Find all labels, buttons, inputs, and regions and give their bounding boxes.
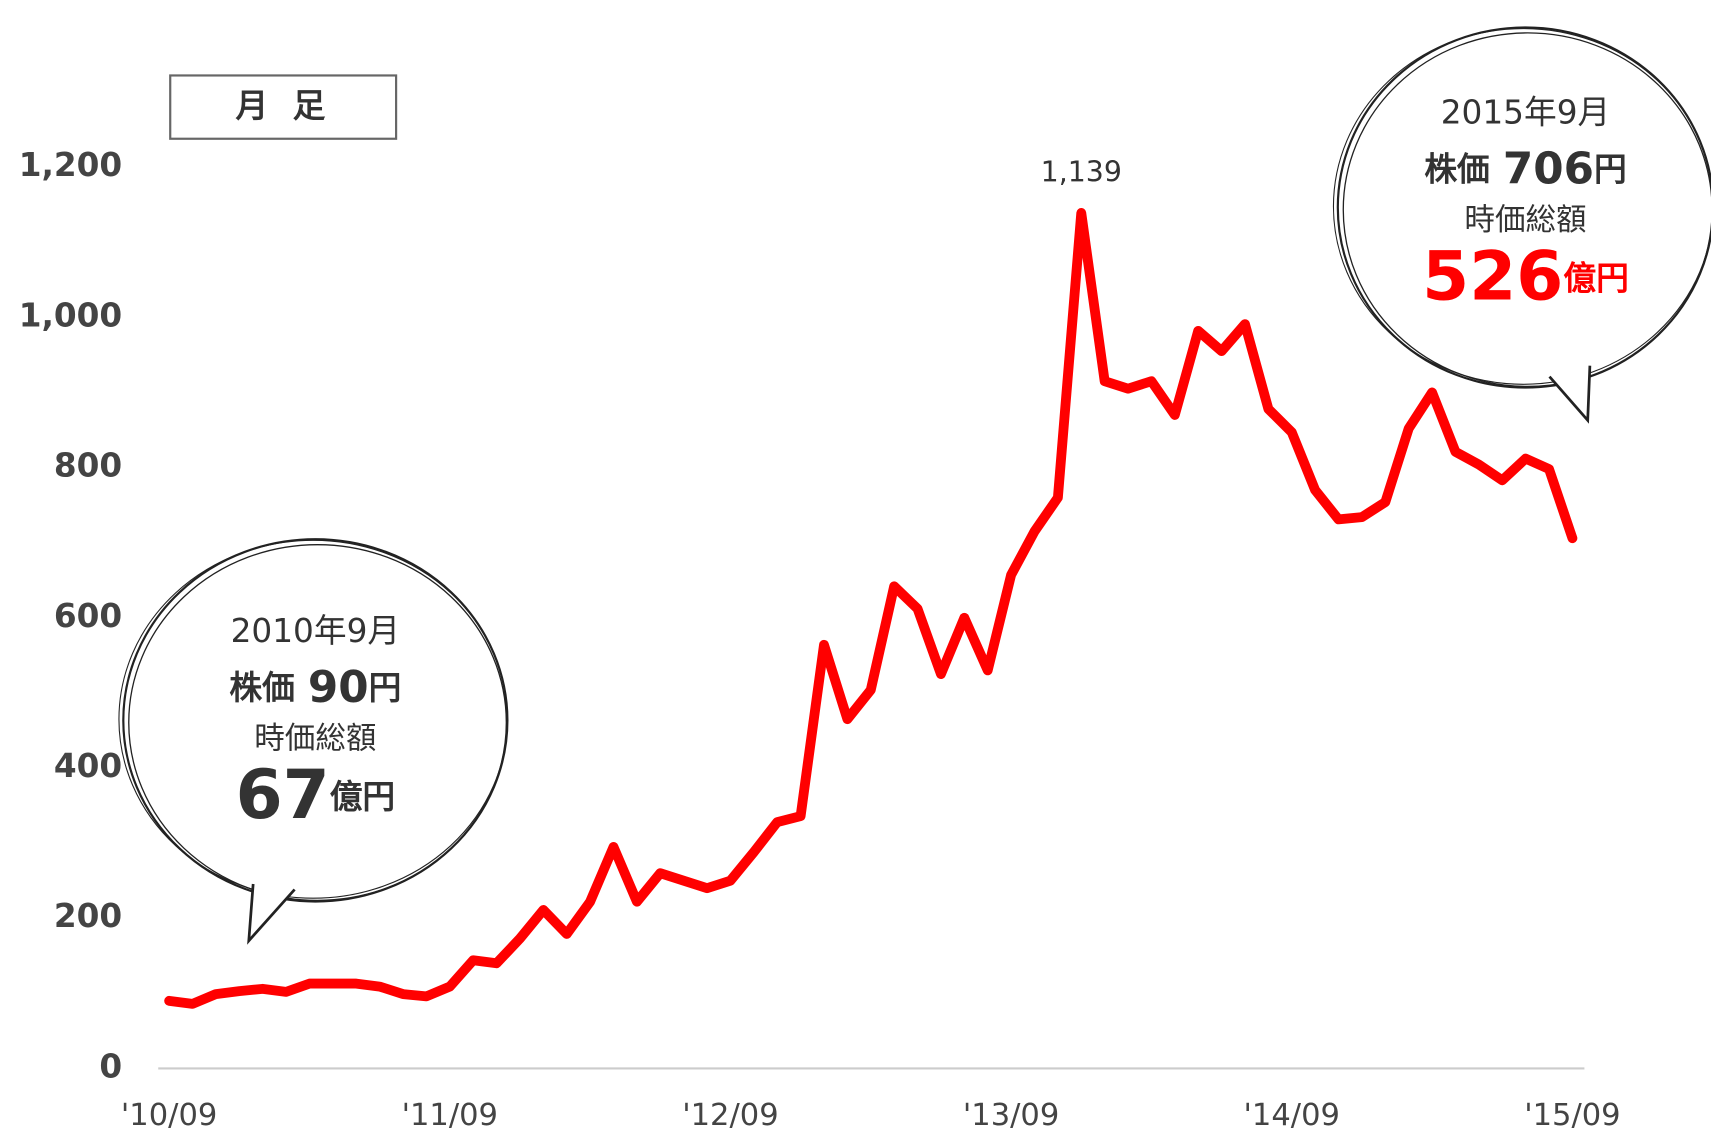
data-line [164, 208, 1578, 1009]
annotation-cap: 67億円 [236, 754, 396, 833]
annotation-price: 株価 706円 [1424, 143, 1626, 194]
x-tick-label: '15/09 [1524, 1098, 1620, 1133]
cap-value: 526 [1422, 236, 1563, 315]
price-unit: 円 [369, 669, 402, 707]
y-tick-label: 400 [54, 747, 122, 785]
bubble-left [118, 538, 509, 945]
cap-value: 67 [236, 754, 330, 833]
cap-unit: 億円 [330, 778, 395, 816]
y-tick-label: 1,200 [19, 146, 123, 184]
cap-unit: 億円 [1563, 260, 1628, 298]
bubble-right [1332, 26, 1711, 424]
x-tick-label: '11/09 [402, 1098, 498, 1133]
x-tick-label: '12/09 [682, 1098, 778, 1133]
price-value: 90 [308, 662, 369, 713]
y-tick-label: 0 [99, 1047, 122, 1085]
annotation-date: 2015年9月 [1441, 94, 1611, 132]
y-tick-label: 1,000 [19, 296, 123, 334]
price-label: 株価 [229, 669, 294, 707]
legend-box [169, 74, 398, 140]
y-tick-label: 800 [54, 447, 122, 485]
legend-box-label: 月 足 [235, 87, 331, 125]
y-tick-label: 600 [54, 597, 122, 635]
y-tick-label: 200 [54, 897, 122, 935]
price-unit: 円 [1594, 150, 1627, 188]
price-value: 706 [1503, 143, 1594, 194]
annotation-price: 株価 90円 [229, 662, 401, 713]
data-label: 1,139 [1041, 156, 1122, 189]
x-tick-label: '13/09 [963, 1098, 1059, 1133]
x-tick-label: '14/09 [1244, 1098, 1340, 1133]
annotation-cap-label: 時価総額 [254, 722, 376, 757]
annotation-cap: 526億円 [1422, 236, 1629, 315]
x-tick-label: '10/09 [121, 1098, 217, 1133]
annotation-cap-label: 時価総額 [1464, 203, 1586, 238]
price-label: 株価 [1424, 150, 1489, 188]
annotation-date: 2010年9月 [231, 612, 401, 650]
